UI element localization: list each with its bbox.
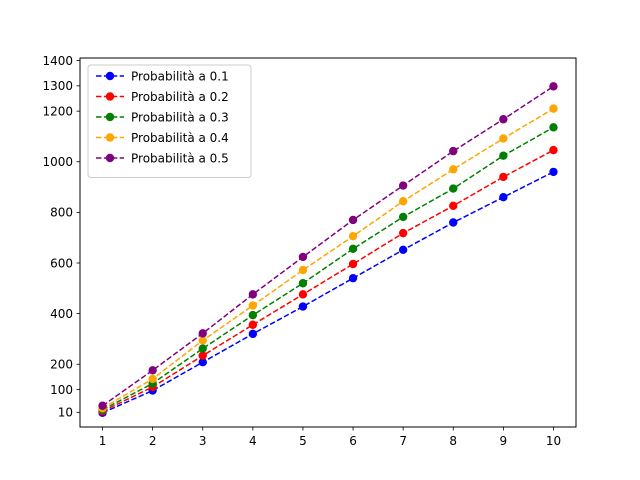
legend-entry: Probabilità a 0.3 [96,110,229,124]
data-point [549,82,558,91]
series-line [102,171,554,414]
data-point [499,151,508,160]
data-point [398,197,408,206]
data-point [549,104,558,113]
data-point [398,228,408,238]
data-point [449,146,458,156]
data-point [348,273,358,283]
data-point [198,351,207,360]
series-line [102,149,554,412]
data-point [248,310,258,320]
data-point [398,212,408,222]
data-point [449,184,458,193]
data-point [499,134,508,143]
data-point [198,329,207,338]
legend: Probabilità a 0.1 Probabilità a 0.2 Probab… [87,64,252,178]
data-point [549,123,558,132]
data-point [298,279,308,288]
axes-frame [79,57,577,428]
legend-label: Probabilità a 0.5 [131,151,229,165]
series-5 [98,82,558,410]
legend-entry: Probabilità a 0.2 [96,90,229,104]
x-tick-label: 5 [299,434,307,448]
legend-marker [105,92,115,101]
data-point [549,145,558,155]
series-line [102,126,554,411]
x-tick-label: 7 [399,434,407,448]
data-point [298,302,308,311]
y-tick-label: 1200 [42,104,73,118]
x-tick-label: 1 [99,434,107,448]
legend-box [87,64,252,178]
x-tick-label: 3 [199,434,207,448]
data-point [248,329,258,339]
x-tick-label: 9 [500,434,508,448]
data-point [248,290,258,299]
data-point [348,259,358,269]
y-tick-label: 1000 [42,155,73,169]
legend-entry: Probabilità a 0.1 [96,69,229,83]
legend-entry: Probabilità a 0.5 [96,151,229,165]
data-point [499,192,508,202]
data-point [248,301,258,310]
data-point [549,167,558,177]
data-point [298,265,308,275]
data-point [348,231,358,241]
data-point [298,252,308,262]
x-tick-label: 2 [149,434,157,448]
legend-label: Probabilità a 0.4 [131,131,229,145]
data-point [298,290,308,299]
data-point [449,165,458,174]
y-tick-label: 200 [50,358,73,372]
plot-area: 1 2 3 4 5 6 7 8 9 10 10 100 200 400 600 800 1000 1200 1300… [42,54,577,448]
data-point [198,358,207,367]
legend-marker [105,112,115,122]
y-tick-label: 400 [50,307,73,321]
data-point [398,181,408,190]
legend-label: Probabilità a 0.2 [131,90,229,104]
data-point [449,201,458,211]
data-point [198,336,207,345]
x-tick-label: 4 [249,434,257,448]
series-4 [98,104,558,413]
data-point [499,115,508,124]
data-point [398,245,408,255]
y-tick-label: 1400 [42,54,73,68]
series-line [102,85,554,407]
legend-label: Probabilità a 0.3 [131,110,229,124]
legend-marker [105,133,115,142]
data-point [449,218,458,227]
data-point [499,172,508,182]
data-point [248,320,258,329]
data-point [148,374,157,384]
y-tick-label: 600 [50,256,73,270]
y-tick-label: 1300 [42,79,73,93]
legend-marker [105,71,115,81]
data-point [148,366,157,375]
x-tick-label: 10 [546,434,561,448]
x-tick-label: 6 [349,434,357,448]
series-line [102,107,554,409]
legend-marker [105,153,115,163]
data-point [348,215,358,225]
y-tick-label: 100 [50,383,73,397]
data-point [98,401,107,410]
y-tick-label: 800 [50,206,73,220]
legend-entry: Probabilità a 0.4 [96,131,229,145]
x-tick-label: 8 [449,434,457,448]
legend-label: Probabilità a 0.1 [131,69,229,83]
data-point [198,344,207,353]
y-tick-label: 10 [58,406,73,420]
data-point [348,244,358,254]
